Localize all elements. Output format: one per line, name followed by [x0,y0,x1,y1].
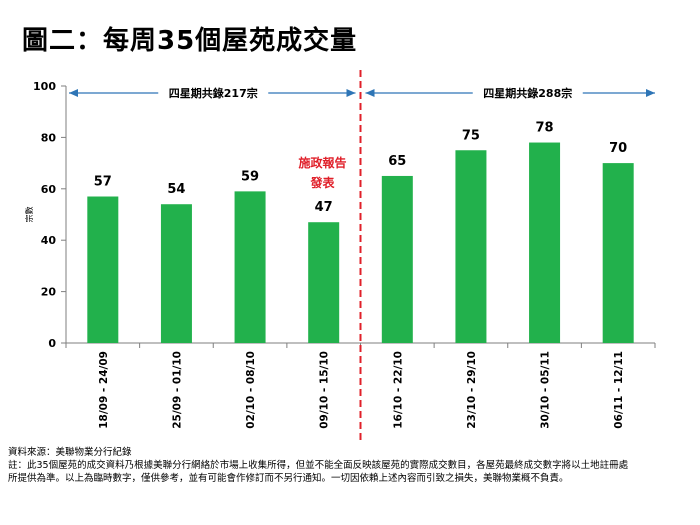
bar-value-label: 59 [241,169,259,184]
bar [87,196,119,343]
divider-label-line-1: 施政報告 [298,155,346,170]
right-span-arrow-head-left [365,89,375,97]
x-category-label: 09/10 - 15/10 [319,351,331,429]
source-text: 資料來源：美聯物業分行紀錄 [8,447,132,458]
chart-title: 圖二：每周35個屋苑成交量 [22,26,358,56]
bar [529,142,561,343]
bar [602,163,634,343]
footer-notes: 資料來源：美聯物業分行紀錄 註：此35個屋苑的成交資料乃根據美聯分行網絡於市場上… [8,446,696,485]
bar [160,204,192,343]
y-tick-label: 100 [33,80,56,93]
note-line-1: 註：此35個屋苑的成交資料乃根據美聯分行網絡於市場上收集所得，但並不能全面反映該… [8,460,629,471]
x-category-label: 25/09 - 01/10 [171,351,183,429]
y-tick-label: 20 [41,286,57,299]
bar-value-label: 65 [388,154,406,169]
bar [308,222,340,343]
x-category-label: 06/11 - 12/11 [613,351,625,429]
bar-value-label: 75 [462,128,480,143]
left-span-label-bg [158,83,269,101]
bar-value-label: 54 [167,182,185,197]
bar-chart: 0 20 40 60 80 100 宗數 57 18/09 - 24/09 54 25/09 - 0… [24,70,656,440]
bar [381,175,413,343]
bar-value-label: 57 [94,175,112,190]
left-span-label: 四星期共錄217宗 [169,86,258,100]
y-tick-label: 0 [48,337,56,350]
y-tick-label: 60 [41,183,57,196]
x-category-label: 30/10 - 05/11 [540,351,552,429]
y-tick-label: 80 [41,131,57,144]
divider-label-line-2: 發表 [309,175,335,190]
y-axis-label: 宗數 [24,207,34,223]
bar [234,191,266,343]
right-span-label: 四星期共錄288宗 [483,86,572,100]
x-category-label: 02/10 - 08/10 [245,351,257,429]
right-span-label-bg [472,83,583,101]
y-tick-label: 40 [41,234,57,247]
x-category-label: 16/10 - 22/10 [392,351,404,429]
left-span-arrow-head-left [69,89,78,97]
note-line-2: 所提供為準。以上為臨時數字，僅供參考，並有可能會作修訂而不另行通知。一切因依賴上… [8,473,569,484]
bar-value-label: 78 [536,121,554,136]
bar [455,150,487,343]
bar-value-label: 47 [315,200,333,215]
bar-value-label: 70 [609,141,627,156]
x-category-label: 23/10 - 29/10 [466,351,478,429]
right-span-arrow-head-right [646,89,655,97]
left-span-arrow-head-right [346,89,356,97]
x-category-label: 18/09 - 24/09 [98,351,110,429]
